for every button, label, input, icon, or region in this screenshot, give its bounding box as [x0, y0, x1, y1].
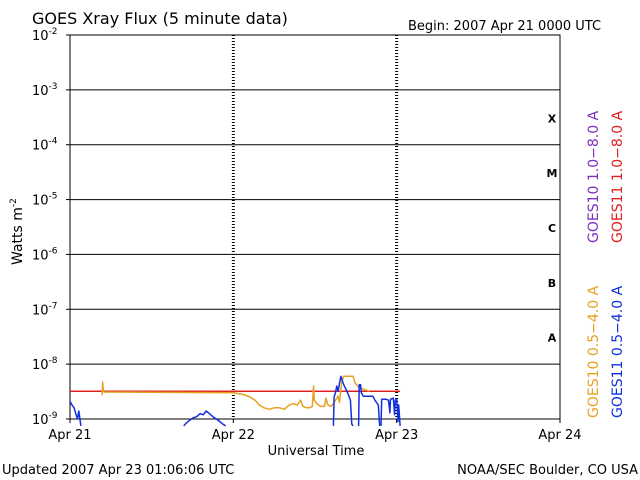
- y-tick-label: 10-7: [32, 301, 58, 318]
- legend-entry: GOES10 0.5−4.0 A: [586, 285, 602, 418]
- credit-label: NOAA/SEC Boulder, CO USA: [457, 463, 638, 478]
- flare-class-label: M: [547, 167, 558, 180]
- y-axis-label: Watts m: [10, 207, 26, 265]
- y-tick-label: 10-8: [32, 356, 58, 373]
- x-axis-title: Universal Time: [268, 444, 365, 459]
- y-tick-base: 10: [32, 358, 49, 373]
- begin-label: Begin: 2007 Apr 21 0000 UTC: [408, 19, 601, 34]
- y-tick-exponent: -9: [49, 411, 58, 421]
- y-tick-exponent: -2: [49, 27, 58, 37]
- y-tick-label: 10-4: [32, 137, 58, 154]
- y-tick-exponent: -6: [49, 246, 58, 256]
- y-tick-base: 10: [32, 194, 49, 209]
- flare-class-label: B: [548, 277, 556, 290]
- flare-class-label: X: [548, 112, 557, 125]
- series-line: [380, 397, 401, 426]
- y-tick-base: 10: [32, 248, 49, 263]
- y-tick-exponent: -3: [49, 82, 58, 92]
- flare-class-label: C: [548, 222, 556, 235]
- y-tick-exponent: -5: [49, 192, 58, 202]
- series-layer: [69, 375, 401, 427]
- y-tick-label: 10-6: [32, 246, 58, 263]
- y-tick-exponent: -7: [49, 301, 58, 311]
- series-line: [183, 410, 227, 427]
- legend: GOES10 1.0−8.0 A GOES11 1.0−8.0 A GOES10 0…: [586, 110, 626, 418]
- day-separators: [231, 35, 399, 419]
- y-axis-title: Watts m-2: [9, 198, 26, 265]
- y-tick-label: 10-2: [32, 27, 58, 44]
- y-tick-base: 10: [32, 29, 49, 44]
- y-tick-exponent: -4: [49, 137, 58, 147]
- y-tick-base: 10: [32, 303, 49, 318]
- flare-class-labels: X M C B A: [547, 112, 558, 344]
- x-axis: Apr 21 Apr 22 Apr 23 Apr 24: [48, 419, 582, 443]
- series-line: [69, 400, 82, 427]
- y-tick-label: 10-3: [32, 82, 58, 99]
- chart-title: GOES Xray Flux (5 minute data): [32, 9, 288, 28]
- legend-entry: GOES11 0.5−4.0 A: [610, 285, 626, 418]
- y-axis-label-superscript: -2: [9, 198, 19, 207]
- legend-entry: GOES10 1.0−8.0 A: [586, 110, 602, 243]
- y-axis: 10-210-310-410-510-610-710-810-9: [32, 27, 70, 428]
- plot-frame: [69, 34, 561, 420]
- flare-class-label: A: [548, 332, 557, 345]
- y-tick-label: 10-9: [32, 411, 58, 428]
- y-tick-base: 10: [32, 84, 49, 99]
- y-tick-exponent: -8: [49, 356, 58, 366]
- updated-label: Updated 2007 Apr 23 01:06:06 UTC: [2, 463, 234, 478]
- y-tick-base: 10: [32, 139, 49, 154]
- x-tick-label: Apr 22: [212, 428, 255, 443]
- y-tick-base: 10: [32, 413, 49, 428]
- x-tick-label: Apr 23: [375, 428, 418, 443]
- legend-entry: GOES11 1.0−8.0 A: [610, 110, 626, 243]
- series-line: [357, 384, 381, 426]
- gridlines: [70, 89, 560, 365]
- x-tick-label: Apr 24: [538, 428, 581, 443]
- series-line: [332, 375, 354, 427]
- x-tick-label: Apr 21: [48, 428, 91, 443]
- series-line: [101, 375, 370, 411]
- plot-area: X M C B A: [69, 34, 561, 427]
- y-tick-label: 10-5: [32, 192, 58, 209]
